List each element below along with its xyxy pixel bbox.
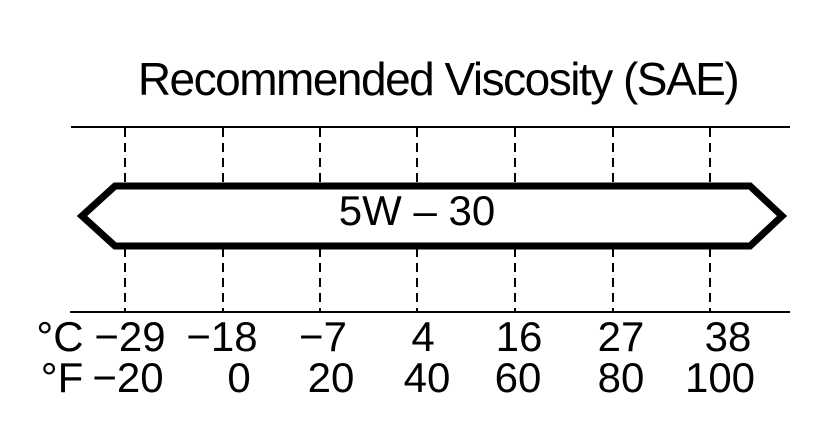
viscosity-band-label: 5W – 30 bbox=[338, 187, 496, 234]
fahrenheit-value-5: 80 bbox=[597, 354, 645, 401]
band-arrow-shape bbox=[76, 182, 788, 250]
fahrenheit-value-4: 60 bbox=[494, 354, 542, 401]
fahrenheit-value-0: −20 bbox=[92, 354, 164, 401]
fahrenheit-value-1: 0 bbox=[227, 354, 251, 401]
celsius-value-0: −29 bbox=[94, 313, 166, 360]
celsius-unit-label: °C bbox=[36, 313, 84, 360]
scale-top-line bbox=[71, 126, 790, 128]
fahrenheit-value-6: 100 bbox=[684, 354, 756, 401]
scale-bottom-line bbox=[70, 311, 790, 313]
celsius-value-2: −7 bbox=[299, 313, 347, 360]
fahrenheit-value-2: 20 bbox=[307, 354, 355, 401]
celsius-value-1: −18 bbox=[186, 313, 258, 360]
fahrenheit-unit-label: °F bbox=[40, 354, 84, 401]
celsius-value-4: 16 bbox=[495, 313, 543, 360]
fahrenheit-value-3: 40 bbox=[403, 354, 451, 401]
celsius-value-3: 4 bbox=[411, 313, 435, 360]
celsius-value-6: 38 bbox=[704, 313, 752, 360]
celsius-value-5: 27 bbox=[597, 313, 645, 360]
chart-title: Recommended Viscosity (SAE) bbox=[137, 53, 740, 105]
